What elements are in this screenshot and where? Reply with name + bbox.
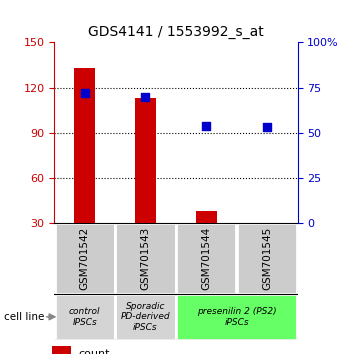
Bar xyxy=(116,294,176,340)
Text: control
IPSCs: control IPSCs xyxy=(69,307,100,326)
Title: GDS4141 / 1553992_s_at: GDS4141 / 1553992_s_at xyxy=(88,25,264,39)
Bar xyxy=(237,223,297,294)
Text: GSM701544: GSM701544 xyxy=(201,227,211,290)
Bar xyxy=(176,223,236,294)
Bar xyxy=(196,211,217,223)
Text: Sporadic
PD-derived
iPSCs: Sporadic PD-derived iPSCs xyxy=(121,302,170,332)
Text: cell line: cell line xyxy=(4,312,44,322)
Text: GSM701545: GSM701545 xyxy=(262,227,272,290)
Bar xyxy=(176,294,297,340)
Bar xyxy=(55,294,115,340)
Text: count: count xyxy=(78,348,110,354)
Point xyxy=(82,90,88,96)
Point xyxy=(143,94,148,99)
Point xyxy=(203,123,209,129)
Point xyxy=(264,125,270,130)
Text: GSM701543: GSM701543 xyxy=(140,227,150,290)
Bar xyxy=(135,98,156,223)
Bar xyxy=(52,346,71,354)
Bar xyxy=(116,223,176,294)
Text: GSM701542: GSM701542 xyxy=(80,227,90,290)
Text: presenilin 2 (PS2)
iPSCs: presenilin 2 (PS2) iPSCs xyxy=(197,307,276,326)
Bar xyxy=(55,223,115,294)
Bar xyxy=(74,68,95,223)
